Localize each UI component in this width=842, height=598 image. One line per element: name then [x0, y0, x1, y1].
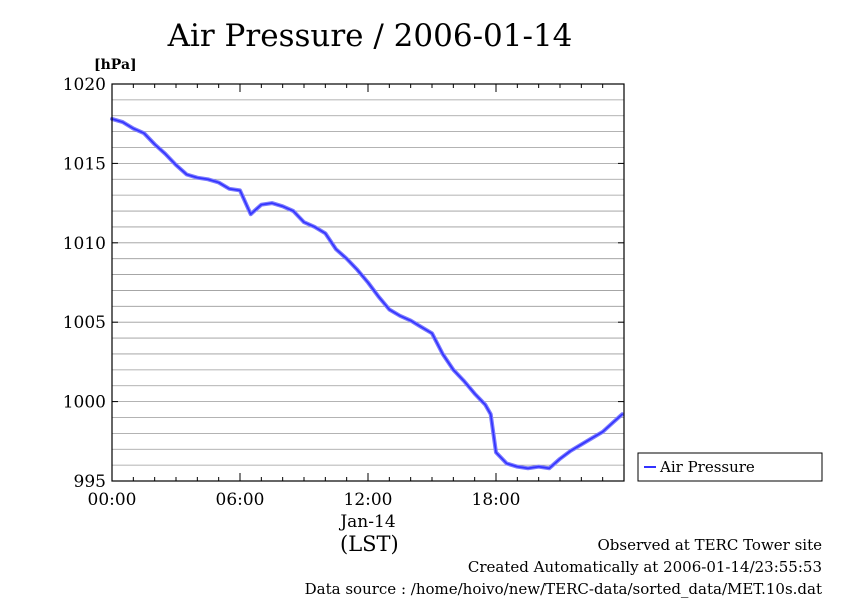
legend-label: Air Pressure	[659, 458, 755, 476]
x-tick-label: 06:00	[216, 490, 265, 510]
legend: Air Pressure	[637, 452, 823, 482]
y-tick-label: 1010	[63, 234, 106, 254]
x-tick-label: 12:00	[344, 490, 393, 510]
footer-created: Created Automatically at 2006-01-14/23:5…	[467, 558, 822, 576]
series-group	[110, 116, 625, 471]
series-line	[111, 118, 624, 470]
footer-source: Data source : /home/hoivo/new/TERC-data/…	[304, 580, 822, 598]
x-tick-label: 00:00	[88, 490, 137, 510]
y-axis-unit-label: [hPa]	[94, 57, 137, 73]
plot-frame	[111, 83, 625, 482]
y-tick-label: 1015	[63, 154, 106, 174]
x-axis-ticks: 00:00 06:00 12:00 18:00	[88, 84, 604, 510]
legend-box	[637, 452, 823, 482]
x-axis-label: (LST)	[340, 532, 399, 556]
grid-lines	[112, 99, 624, 466]
y-tick-label: 1000	[63, 393, 106, 413]
x-axis-date-label: Jan-14	[338, 512, 395, 532]
x-tick-label: 18:00	[472, 490, 521, 510]
air-pressure-chart: Air Pressure / 2006-01-14 [hPa] 995 1000 1…	[63, 18, 823, 532]
y-tick-label: 995	[74, 472, 106, 492]
series-line-halo	[110, 116, 625, 471]
y-tick-label: 1005	[63, 313, 106, 333]
footer-observed: Observed at TERC Tower site	[597, 536, 822, 554]
chart-title: Air Pressure / 2006-01-14	[167, 18, 573, 54]
y-axis-ticks: 995 1000 1005 1010 1015 1020	[63, 75, 624, 492]
y-tick-label: 1020	[63, 75, 106, 95]
